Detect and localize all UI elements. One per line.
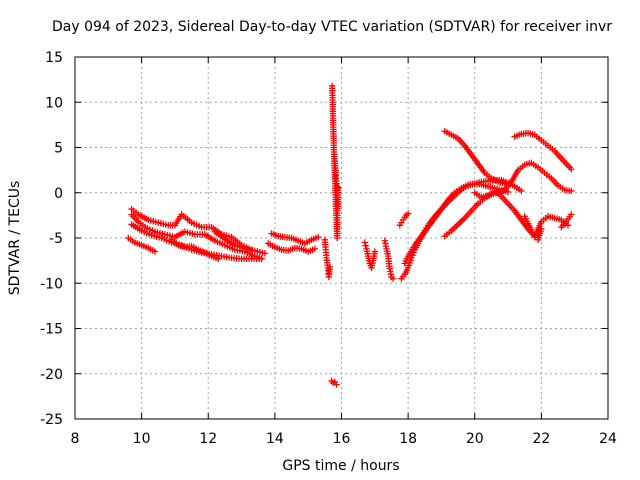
data-point	[326, 263, 334, 271]
series-arc-a	[128, 205, 255, 253]
data-point	[314, 233, 322, 241]
series-arc-q	[471, 187, 572, 240]
y-tick-label: 0	[54, 186, 63, 202]
x-tick-label: 20	[466, 431, 484, 447]
x-tick-label: 8	[71, 431, 80, 447]
series-arc-e	[168, 236, 222, 263]
series-arc-h	[265, 240, 319, 255]
y-tick-label: -15	[40, 322, 63, 338]
x-tick-label: 10	[133, 431, 151, 447]
y-tick-label: 5	[54, 141, 63, 157]
series-arc-j	[361, 239, 379, 272]
data-point	[258, 255, 265, 263]
x-tick-label: 16	[333, 431, 351, 447]
data-point	[568, 187, 575, 195]
data-point	[568, 166, 575, 173]
data-point	[333, 381, 340, 388]
chart-title: Day 094 of 2023, Sidereal Day-to-day VTE…	[52, 19, 612, 35]
data-point	[538, 225, 545, 233]
y-axis-label: SDTVAR / TECUs	[7, 181, 23, 296]
data-point	[334, 203, 342, 210]
data-point	[568, 211, 575, 218]
series-arc-t	[558, 211, 575, 231]
data-point	[389, 275, 397, 282]
series-spike-tail	[331, 157, 342, 196]
y-tick-label: -25	[40, 412, 63, 428]
data-points	[125, 82, 575, 388]
data-point	[501, 180, 508, 187]
series-low-cluster	[328, 377, 340, 388]
x-tick-label: 12	[199, 431, 217, 447]
y-tick-label: -5	[49, 231, 63, 247]
series-arc-r	[511, 129, 575, 173]
data-point	[311, 245, 319, 253]
series-arc-s	[521, 213, 545, 244]
data-point	[215, 255, 222, 263]
data-point	[362, 242, 369, 249]
x-tick-label: 14	[266, 431, 284, 447]
series-arc-b	[128, 211, 265, 263]
series-arc-f	[211, 228, 269, 257]
data-point	[404, 210, 412, 217]
data-point	[261, 250, 269, 257]
data-point	[334, 184, 342, 191]
series-arc-l	[396, 210, 412, 229]
data-point	[371, 248, 379, 255]
x-tick-label: 18	[399, 431, 417, 447]
y-tick-label: -10	[40, 276, 63, 292]
data-point	[361, 239, 369, 246]
plot-frame	[74, 56, 609, 420]
series-arc-i	[321, 236, 334, 281]
series-arc-d	[125, 234, 159, 255]
x-axis-label: GPS time / hours	[282, 458, 399, 474]
x-tick-label: 24	[599, 431, 617, 447]
y-tick-label: -20	[40, 367, 63, 383]
series-arc-g	[268, 230, 322, 247]
y-tick-labels: 15 10 5 0 -5 -10 -15 -20 -25	[40, 50, 63, 428]
data-point	[151, 248, 159, 255]
y-tick-label: 10	[45, 95, 63, 111]
x-tick-label: 22	[532, 431, 550, 447]
series-arc-o	[441, 159, 575, 240]
series-arc-p	[441, 128, 508, 187]
y-tick-label: 15	[45, 50, 63, 66]
series-arc-k	[381, 237, 397, 282]
x-tick-labels: 8 10 12 14 16 18 20 22 24	[71, 431, 617, 447]
grid-lines	[75, 57, 608, 419]
data-point	[518, 187, 525, 195]
data-point	[504, 188, 512, 196]
